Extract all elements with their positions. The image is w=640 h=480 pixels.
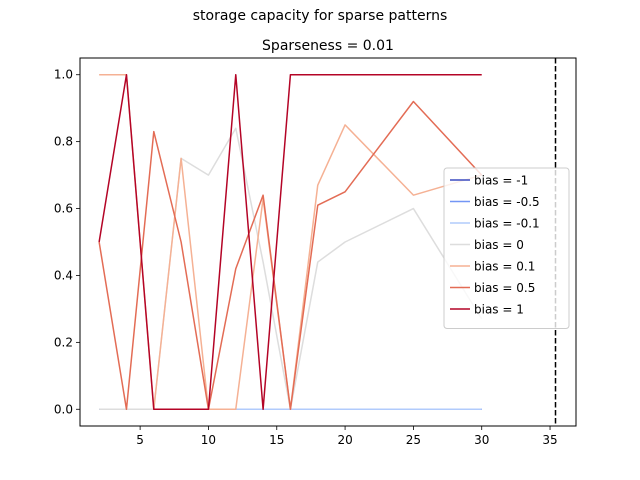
series-line-4 [99, 73, 482, 411]
x-tick-label: 30 [474, 433, 489, 447]
legend-label-3: bias = 0 [474, 238, 524, 252]
plot-title: Sparseness = 0.01 [262, 38, 394, 54]
series-line-5 [98, 100, 483, 411]
axes: Sparseness = 0.01 5 10 15 20 25 30 35 0.00.20.… [54, 38, 577, 447]
x-ticks: 5 10 15 20 25 30 35 [136, 426, 558, 447]
axes-frame [79, 57, 577, 427]
legend-label-5: bias = 0.5 [474, 281, 535, 295]
y-tick-label: 1.0 [54, 68, 73, 82]
legend-label-6: bias = 1 [474, 303, 524, 317]
y-tick-label: 0.2 [54, 335, 73, 349]
y-tick-label: 0.8 [54, 135, 73, 149]
x-tick-label: 15 [269, 433, 284, 447]
series-line-3 [99, 127, 483, 411]
x-tick-label: 5 [136, 433, 144, 447]
series-line-6 [98, 73, 482, 411]
x-tick-label: 25 [406, 433, 421, 447]
legend-label-1: bias = -0.5 [474, 195, 540, 209]
legend-label-2: bias = -0.1 [474, 217, 540, 231]
x-tick-label: 20 [337, 433, 352, 447]
x-tick-label: 35 [542, 433, 557, 447]
legend-label-4: bias = 0.1 [474, 260, 535, 274]
legend-box [443, 167, 570, 329]
series-layer [98, 73, 483, 411]
figure-suptitle: storage capacity for sparse patterns [192, 8, 448, 24]
legend-label-0: bias = -1 [474, 174, 528, 188]
legend: bias = -1 bias = -0.5 bias = -0.1 bias = 0 b… [443, 167, 570, 329]
x-tick-label: 10 [201, 433, 216, 447]
y-tick-label: 0.0 [54, 402, 73, 416]
y-tick-label: 0.4 [54, 268, 73, 282]
y-ticks: 0.0 0.2 0.4 0.6 0.8 1.0 [54, 68, 80, 416]
y-tick-label: 0.6 [54, 202, 73, 216]
